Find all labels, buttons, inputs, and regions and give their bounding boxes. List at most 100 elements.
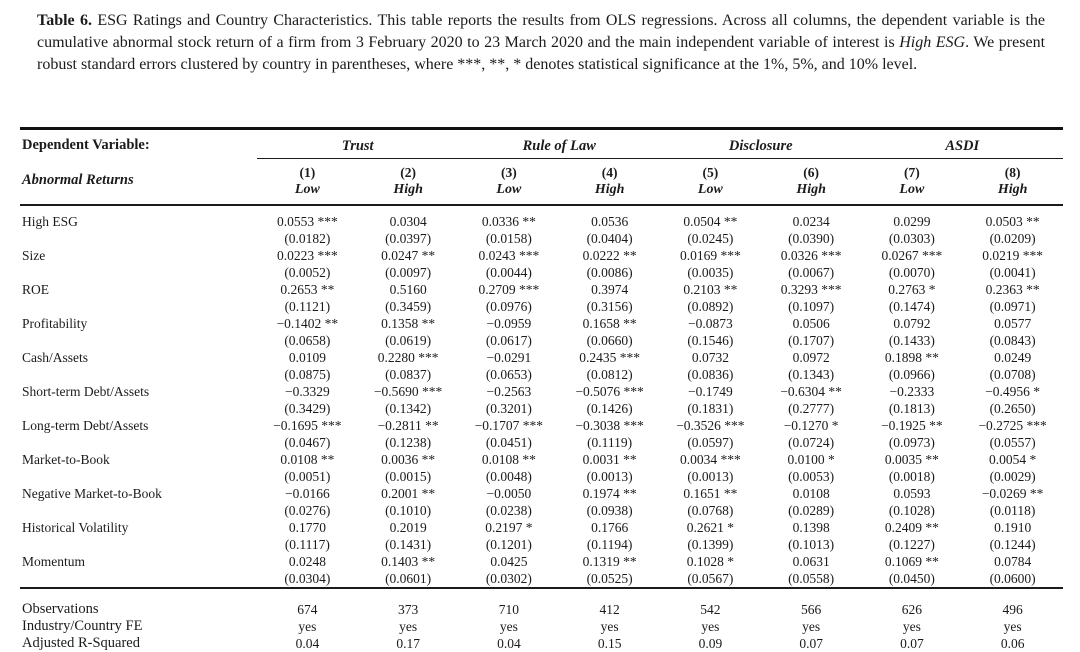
stat-value: 710 [498,601,519,617]
column-number: (6) [803,164,819,180]
coefficient-cell: 0.0031 ** (0.0013) [559,451,660,485]
coefficient-cell: 0.0593 (0.1028) [862,485,963,519]
standard-error-value: (0.0303) [888,230,935,246]
column-number-row: Abnormal Returns (1) (2) (3) (4) (5) (6)… [20,158,1063,206]
standard-error-value: (0.0390) [788,230,835,246]
column-number: (1) [299,164,316,180]
coefficient-cell: 0.0219 *** (0.0041) [962,247,1063,281]
standard-error-value: (0.1028) [888,502,935,518]
variable-row: Negative Market-to-Book −0.0166 (0.0276) 0.… [20,485,1063,519]
coefficient-value: −0.0291 [486,349,532,365]
coefficient-cell: 0.1651 ** (0.0768) [660,485,761,519]
coefficient-value: 0.0249 [994,349,1032,365]
standard-error-value: (0.1546) [687,332,734,348]
coefficient-value: 0.2019 [389,519,427,535]
coefficient-value: 0.0553 *** [277,213,338,229]
coefficient-value: 0.1898 ** [884,349,939,365]
coefficient-value: 0.2435 *** [579,349,640,365]
coefficient-cell: 0.0336 ** (0.0158) [459,205,560,247]
coefficient-value: 0.0326 *** [780,247,842,263]
coefficient-value: −0.5076 *** [575,383,644,399]
standard-error-value: (0.0067) [788,264,835,280]
coefficient-value: 0.1358 ** [381,315,436,331]
coefficient-cell: 0.0108 ** (0.0048) [459,451,560,485]
stat-value: 496 [1002,601,1023,617]
coefficient-value: −0.2333 [889,383,935,399]
coefficient-cell: −0.0269 ** (0.0118) [962,485,1063,519]
coefficient-cell: 0.2621 * (0.1399) [660,519,761,553]
column-number: (3) [501,164,517,180]
standard-error-value: (0.0404) [586,230,633,246]
column-type: Low [861,180,963,206]
coefficient-value: 0.2653 ** [280,281,335,297]
standard-error-value: (0.0048) [485,468,532,484]
coefficient-cell: 0.0732 (0.0836) [660,349,761,383]
coefficient-value: 0.1398 [792,519,830,535]
stat-value: 0.15 [597,635,622,651]
coefficient-value: 0.0304 [389,213,427,229]
coefficient-value: 0.0036 ** [381,451,436,467]
coefficient-value: 0.0336 ** [481,213,536,229]
coefficient-value: 0.2709 *** [478,281,540,297]
variable-row: Market-to-Book 0.0108 ** (0.0051) 0.0036 **… [20,451,1063,485]
stat-value: 412 [599,601,620,617]
standard-error-value: (0.0029) [989,468,1036,484]
standard-error-value: (0.0044) [485,264,532,280]
standard-error-value: (0.1433) [888,332,935,348]
coefficient-value: −0.0166 [285,485,330,501]
coefficient-cell: 0.1319 ** (0.0525) [559,552,660,589]
standard-error-value: (0.3156) [586,298,633,314]
coefficient-value: 0.2621 * [686,519,734,535]
column-number: (7) [904,164,920,180]
stat-value: 674 [297,601,318,617]
standard-error-value: (0.0938) [586,502,633,518]
standard-error-value: (0.2777) [788,400,835,416]
coefficient-value: 0.1974 ** [582,485,637,501]
stat-label: Industry/Country FE [22,617,143,634]
stat-row: Observations 674 373 710 412 542 566 626 496 [20,588,1063,618]
stat-value: 0.07 [799,635,823,651]
standard-error-value: (0.1097) [788,298,835,314]
coefficient-value: 0.0223 *** [277,247,338,263]
variable-row: ROE 0.2653 ** (0.1121) 0.5160 (0.3459) 0.2709… [20,281,1063,315]
variable-label: High ESG [22,213,78,229]
coefficient-value: 0.1910 [994,519,1032,535]
coefficient-value: 0.2763 * [888,281,936,297]
coefficient-cell: 0.2280 *** (0.0837) [358,349,459,383]
standard-error-value: (0.0289) [788,502,835,518]
coefficient-cell: 0.0109 (0.0875) [257,349,358,383]
standard-error-value: (0.0018) [888,468,935,484]
variable-label: Negative Market-to-Book [22,485,162,501]
coefficient-value: 0.0247 ** [381,247,436,263]
column-type-row: Low High Low High Low High Low High [20,180,1063,206]
column-type: High [357,180,459,206]
standard-error-value: (0.0708) [989,366,1036,382]
variable-label: Momentum [20,552,257,589]
coefficient-value: 0.0108 ** [280,451,335,467]
variable-label: Short-term Debt/Assets [22,383,150,399]
variable-row: Momentum 0.0248 (0.0304) 0.1403 ** (0.0601) 0… [20,552,1063,589]
standard-error-value: (0.0837) [385,366,432,382]
column-type: Low [458,180,560,206]
coefficient-value: 0.0503 ** [985,213,1040,229]
coefficient-cell: −0.1707 *** (0.0451) [459,417,560,451]
coefficient-cell: −0.1695 *** (0.0467) [257,417,358,451]
standard-error-value: (0.0843) [989,332,1036,348]
column-type: High [559,180,660,206]
coefficient-cell: 0.1658 ** (0.0660) [559,315,660,349]
coefficient-cell: 0.1403 ** (0.0601) [357,552,459,589]
coefficient-cell: −0.3526 *** (0.0597) [660,417,761,451]
standard-error-value: (0.1117) [284,536,330,552]
coefficient-cell: −0.2811 ** (0.1238) [358,417,459,451]
coefficient-cell: 0.0506 (0.1707) [761,315,862,349]
coefficient-value: 0.2001 ** [381,485,436,501]
standard-error-value: (0.0660) [586,332,633,348]
coefficient-value: 0.5160 [389,281,427,297]
coefficient-value: 0.0506 [792,315,830,331]
coefficient-cell: 0.0234 (0.0390) [761,205,862,247]
standard-error-value: (0.1426) [586,400,633,416]
coefficient-value: 0.0792 [893,315,931,331]
standard-error-value: (0.3201) [485,400,532,416]
coefficient-value: 0.2280 *** [377,349,439,365]
stat-label: Adjusted R-Squared [22,634,140,651]
